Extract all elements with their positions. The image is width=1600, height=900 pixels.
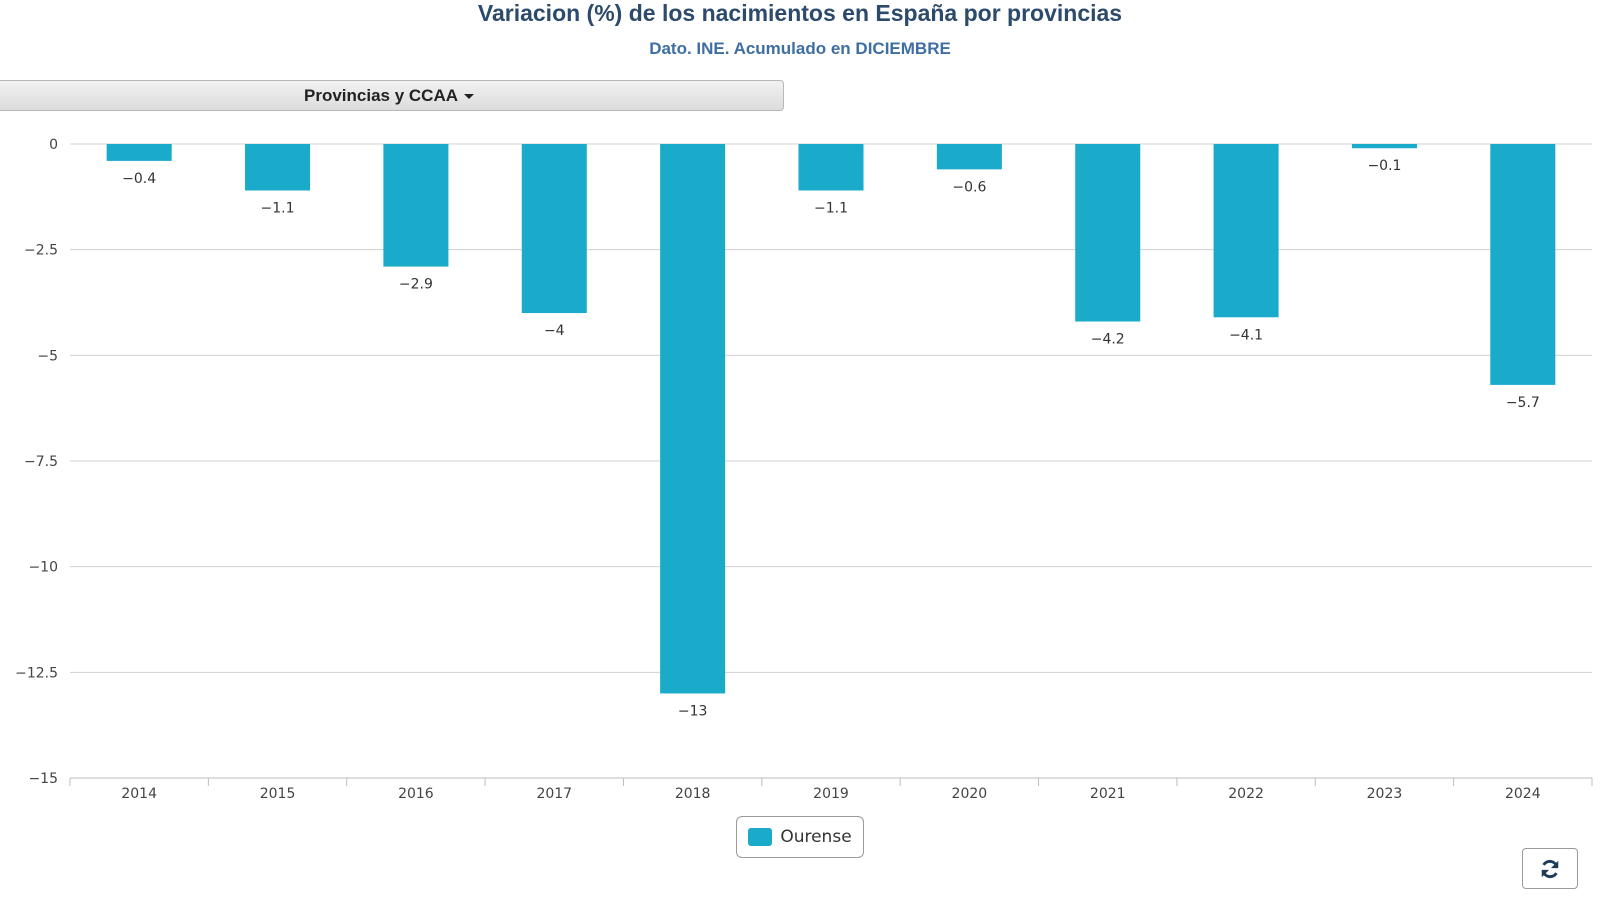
bar-2018 (660, 144, 726, 694)
x-tick-label-2014: 2014 (121, 786, 157, 802)
x-tick-label-2015: 2015 (260, 786, 296, 802)
bar-2021 (1075, 144, 1141, 322)
x-tick-label-2021: 2021 (1090, 786, 1126, 802)
refresh-button[interactable] (1522, 848, 1578, 889)
caret-down-icon (464, 94, 474, 99)
x-tick-label-2018: 2018 (675, 786, 711, 802)
legend-label: Ourense (780, 827, 852, 847)
y-tick-label: −10 (28, 560, 58, 576)
data-label-2014: −0.4 (122, 171, 156, 187)
bar-2014 (106, 144, 172, 161)
data-label-2022: −4.1 (1229, 327, 1263, 343)
data-label-2020: −0.6 (952, 179, 986, 195)
data-label-2015: −1.1 (261, 200, 295, 216)
bar-2022 (1213, 144, 1279, 318)
data-label-2023: −0.1 (1367, 158, 1401, 174)
x-tick-label-2022: 2022 (1228, 786, 1264, 802)
bar-2016 (383, 144, 449, 267)
x-tick-label-2024: 2024 (1505, 786, 1541, 802)
y-tick-label: 0 (49, 137, 58, 153)
x-tick-label-2023: 2023 (1367, 786, 1403, 802)
data-label-2017: −4 (544, 323, 565, 339)
x-tick-label-2017: 2017 (536, 786, 572, 802)
legend-swatch (748, 828, 773, 846)
chart-title: Variacion (%) de los nacimientos en Espa… (477, 0, 1123, 26)
chart-subtitle: Dato. INE. Acumulado en DICIEMBRE (649, 39, 951, 58)
data-label-2019: −1.1 (814, 200, 848, 216)
y-tick-label: −12.5 (15, 665, 58, 681)
x-tick-label-2019: 2019 (813, 786, 849, 802)
data-label-2024: −5.7 (1506, 395, 1540, 411)
data-label-2016: −2.9 (399, 277, 433, 293)
bar-2023 (1351, 144, 1417, 149)
bar-2017 (521, 144, 587, 314)
data-label-2021: −4.2 (1091, 332, 1125, 348)
y-tick-label: −15 (28, 771, 58, 787)
bar-2024 (1490, 144, 1556, 385)
bar-2015 (245, 144, 311, 191)
data-label-2018: −13 (678, 703, 708, 719)
y-tick-label: −2.5 (24, 243, 58, 259)
bar-2020 (936, 144, 1002, 170)
x-tick-label-2016: 2016 (398, 786, 434, 802)
legend-item-ourense[interactable]: Ourense (736, 816, 864, 858)
bar-2019 (798, 144, 864, 191)
x-tick-label-2020: 2020 (952, 786, 988, 802)
provinces-dropdown[interactable]: Provincias y CCAA (0, 80, 784, 111)
refresh-icon (1541, 859, 1559, 878)
y-tick-label: −5 (37, 348, 58, 364)
y-tick-label: −7.5 (24, 454, 58, 470)
dropdown-label: Provincias y CCAA (304, 85, 458, 105)
